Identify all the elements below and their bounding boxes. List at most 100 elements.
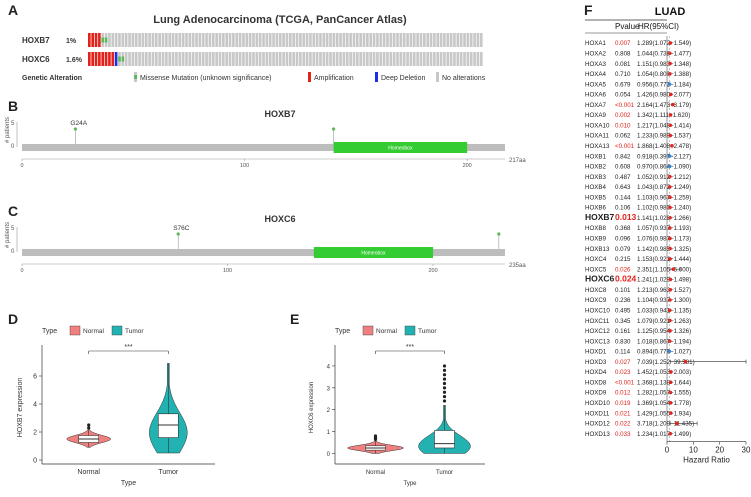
forest-pvalue: 0.710 — [615, 71, 631, 78]
oncoprint-cell — [359, 33, 362, 47]
oncoprint-cell — [275, 33, 279, 47]
lollipop-head — [73, 127, 78, 131]
oncoprint-cell — [396, 33, 399, 47]
forest-pvalue: 0.679 — [615, 81, 631, 88]
violin-ytick-label: 0 — [327, 452, 331, 458]
violin-legend-label: Normal — [376, 328, 398, 335]
oncoprint-cell — [419, 33, 423, 47]
oncoprint-cell — [165, 52, 168, 66]
lollipop-ylabel: # patients — [5, 117, 11, 143]
lollipop-hoxb7: HOXB7 # patients 5 0 Homeobox G24A 0 100 200 217a… — [5, 109, 526, 169]
box-outlier — [442, 394, 447, 399]
oncoprint-cell — [201, 52, 205, 66]
forest-point — [668, 380, 673, 385]
forest-point — [668, 61, 672, 66]
oncoprint-cell — [379, 33, 383, 47]
oncoprint-cell — [151, 33, 155, 47]
forest-hr-text: 1.868(1.408−2.478) — [637, 143, 691, 150]
violin-xtick-label: Normal — [366, 470, 385, 476]
legend-swatch-mark — [134, 75, 137, 79]
forest-hr-text: 1.282(1.057−1.555) — [637, 390, 691, 397]
box-outlier — [87, 423, 91, 427]
forest-xtick-label: 10 — [689, 446, 698, 455]
forest-hr-text: 1.033(0.941−1.135) — [637, 307, 691, 314]
oncoprint-cell — [349, 52, 352, 66]
oncoprint-cell — [433, 33, 436, 47]
oncoprint-cell — [278, 52, 282, 66]
violin-xlabel: Type — [403, 481, 417, 487]
oncoprint-cell — [402, 52, 406, 66]
forest-hr-text: 1.426(0.980−2.077) — [637, 92, 691, 99]
forest-point — [667, 164, 672, 169]
oncoprint-cell — [235, 33, 239, 47]
oncoprint-cell — [406, 52, 409, 66]
violin-ytick-label: 0 — [33, 458, 37, 465]
forest-pvalue: 0.019 — [615, 400, 631, 407]
oncoprint-cell — [128, 52, 131, 66]
forest-gene-label: HOXC8 — [585, 287, 607, 294]
panel-label-c: C — [8, 203, 19, 219]
oncoprint-cell — [168, 52, 172, 66]
oncoprint-cell — [255, 52, 259, 66]
forest-gene-label: HOXA13 — [585, 143, 610, 150]
oncoprint-cell — [433, 52, 436, 66]
oncoprint-cell — [111, 52, 115, 66]
oncoprint-cell — [205, 33, 208, 47]
forest-gene-label: HOXB1 — [585, 153, 607, 160]
oncoprint-cell — [228, 33, 232, 47]
oncoprint-cell — [265, 52, 269, 66]
oncoprint-cell — [429, 52, 433, 66]
forest-pvalue: 0.054 — [615, 92, 631, 99]
violin-hoxc6: Type Normal Tumor 0 1 2 3 4 Normal Tumor *** Type HO… — [309, 325, 485, 487]
forest-pvalue: 0.023 — [615, 369, 631, 376]
violin-xtick-label: Tumor — [436, 470, 453, 476]
forest-gene-label: HOXA5 — [585, 81, 607, 88]
forest-hr-text: 1.076(0.987−1.173) — [637, 236, 691, 243]
forest-pvalue: 0.096 — [615, 236, 631, 243]
oncoprint-cell — [191, 52, 195, 66]
forest-point — [670, 102, 675, 107]
forest-gene-label: HOXB8 — [585, 225, 607, 232]
oncoprint-cell — [268, 33, 272, 47]
legend-label: Deep Deletion — [381, 75, 425, 82]
forest-hr-text: 1.102(0.980−1.240) — [637, 205, 691, 212]
oncoprint-cell — [352, 52, 356, 66]
gene-percent: 1% — [66, 38, 77, 45]
lollipop-head — [497, 232, 501, 236]
forest-hr-text: 1.103(0.967−1.259) — [637, 194, 691, 201]
oncoprint-cell — [446, 33, 450, 47]
oncoprint-cell — [215, 33, 218, 47]
oncoprint-cell — [268, 52, 272, 66]
oncoprint-cell — [158, 33, 161, 47]
forest-point — [668, 41, 673, 45]
box-outlier — [442, 390, 447, 394]
violin-legend-swatch — [69, 325, 81, 336]
oncoprint-cell — [248, 33, 252, 47]
oncoprint-cell — [466, 52, 470, 66]
oncoprint-cell — [94, 33, 98, 47]
forest-point — [668, 431, 673, 436]
violin-legend-label: Tumor — [125, 328, 144, 335]
forest-pvalue: 0.010 — [615, 122, 631, 129]
legend-label: No alterations — [442, 75, 486, 82]
violin-ylabel: HOXB7 expression — [17, 378, 24, 438]
oncoprint-cell — [155, 52, 158, 66]
box-outlier — [442, 373, 447, 377]
forest-hr-text: 1.018(0.867−1.194) — [637, 338, 691, 345]
oncoprint-cell — [175, 52, 178, 66]
oncoprint-cell — [232, 33, 235, 47]
oncoprint-cell — [88, 33, 91, 47]
forest-hr-text: 1.369(1.054−1.778) — [637, 400, 691, 407]
oncoprint-cell — [309, 52, 312, 66]
gene-label: HOXC6 — [22, 55, 50, 64]
oncoprint-cell — [335, 52, 339, 66]
forest-hr-text: 1.233(0.989−1.537) — [637, 133, 691, 140]
oncoprint-cell — [356, 33, 359, 47]
forest-gene-label: HOXA1 — [585, 40, 607, 47]
oncoprint-cell — [315, 33, 319, 47]
oncoprint-cell — [362, 52, 366, 66]
legend-label: Amplification — [314, 75, 354, 82]
panel-label-b: B — [8, 98, 19, 114]
oncoprint-cell — [299, 33, 302, 47]
forest-pvalue: 0.033 — [615, 431, 631, 438]
